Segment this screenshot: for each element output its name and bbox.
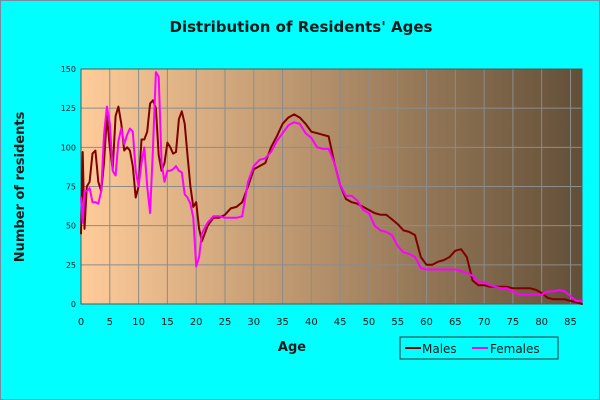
x-tick-label: 50	[363, 317, 376, 328]
x-tick-label: 55	[391, 317, 404, 328]
x-tick-label: 35	[276, 317, 289, 328]
x-tick-label: 5	[107, 317, 113, 328]
x-tick-label: 85	[564, 317, 577, 328]
y-tick-label: 75	[66, 183, 76, 192]
legend-label-males: Males	[422, 342, 457, 356]
y-tick-label: 25	[66, 261, 76, 270]
y-tick-label: 150	[61, 65, 76, 74]
x-tick-label: 70	[478, 317, 491, 328]
x-tick-label: 65	[449, 317, 462, 328]
x-tick-label: 60	[420, 317, 433, 328]
series-line-females	[80, 71, 583, 302]
legend-label-females: Females	[490, 342, 540, 356]
x-tick-label: 75	[507, 317, 520, 328]
y-tick-label: 0	[71, 300, 76, 309]
x-tick-label: 10	[132, 317, 145, 328]
x-tick-label: 45	[334, 317, 347, 328]
x-tick-label: 20	[190, 317, 203, 328]
x-tick-label: 40	[305, 317, 318, 328]
axis-ticks: 0 5 10 15 20 25 30 35 40 45 50 55 60 65 70 75 80 85 0 25 50 7…	[61, 65, 577, 328]
chart-title: Distribution of Residents' Ages	[170, 18, 433, 36]
x-tick-label: 25	[219, 317, 232, 328]
x-tick-label: 15	[161, 317, 174, 328]
x-tick-label: 80	[535, 317, 548, 328]
series-lines	[80, 71, 583, 305]
legend: Males Females	[399, 336, 559, 360]
y-tick-label: 50	[66, 222, 76, 231]
x-tick-label: 0	[78, 317, 84, 328]
y-axis-title: Number of residents	[13, 111, 28, 262]
y-tick-label: 100	[61, 143, 76, 152]
y-tick-label: 125	[61, 104, 76, 113]
x-axis-title: Age	[278, 340, 306, 355]
x-tick-label: 30	[247, 317, 260, 328]
